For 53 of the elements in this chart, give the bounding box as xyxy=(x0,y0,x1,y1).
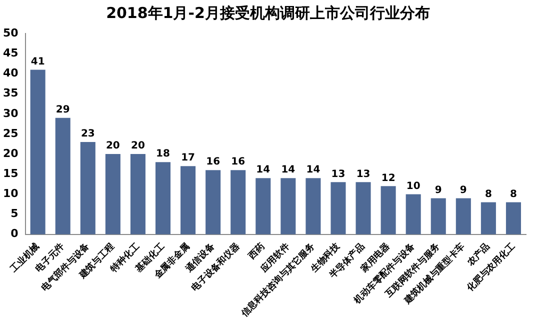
bar xyxy=(456,198,471,234)
bar xyxy=(155,162,171,234)
data-label: 14 xyxy=(306,164,320,176)
data-label: 8 xyxy=(484,188,492,200)
data-label: 13 xyxy=(331,168,346,180)
data-label: 12 xyxy=(381,172,396,184)
bar xyxy=(256,178,271,234)
bar xyxy=(306,178,321,234)
bar xyxy=(80,142,96,234)
data-label: 29 xyxy=(56,104,70,116)
bar xyxy=(30,70,46,234)
data-label: 14 xyxy=(281,164,296,176)
bar xyxy=(230,170,246,234)
data-label: 9 xyxy=(434,184,442,196)
y-tick-label: 35 xyxy=(2,86,18,100)
data-label: 16 xyxy=(231,156,246,168)
bar xyxy=(206,170,221,234)
bar xyxy=(280,178,296,234)
y-tick-label: 45 xyxy=(2,46,18,60)
y-tick-label: 20 xyxy=(2,146,19,160)
y-tick-label: 10 xyxy=(2,187,19,200)
y-tick-label: 25 xyxy=(2,126,18,140)
data-label: 10 xyxy=(406,180,420,192)
y-tick-label: 50 xyxy=(2,26,19,40)
y-tick-label: 0 xyxy=(10,227,19,240)
x-tick-label: 西药 xyxy=(246,241,267,262)
y-tick-label: 15 xyxy=(2,166,18,180)
data-label: 9 xyxy=(460,184,467,196)
bar xyxy=(105,154,120,234)
bar xyxy=(480,202,496,234)
data-label: 20 xyxy=(106,140,120,152)
data-label: 8 xyxy=(510,188,517,200)
bar xyxy=(430,198,446,234)
data-label: 16 xyxy=(206,156,220,168)
y-tick-label: 5 xyxy=(10,207,18,220)
data-label: 23 xyxy=(80,128,95,140)
data-label: 14 xyxy=(256,164,270,176)
bar xyxy=(130,154,146,234)
bar xyxy=(380,186,396,234)
chart-title: 2018年1月-2月接受机构调研上市公司行业分布 xyxy=(105,3,431,24)
bar xyxy=(506,202,521,234)
data-label: 20 xyxy=(131,140,145,152)
data-label: 13 xyxy=(356,168,370,180)
data-label: 18 xyxy=(156,148,170,160)
bar xyxy=(356,182,371,234)
bar xyxy=(180,166,196,234)
bar xyxy=(406,194,421,234)
bar xyxy=(55,118,70,234)
y-tick-label: 30 xyxy=(2,106,19,120)
data-label: 41 xyxy=(30,56,45,68)
data-label: 17 xyxy=(181,152,196,164)
bar xyxy=(330,182,346,234)
y-tick-label: 40 xyxy=(2,66,19,80)
